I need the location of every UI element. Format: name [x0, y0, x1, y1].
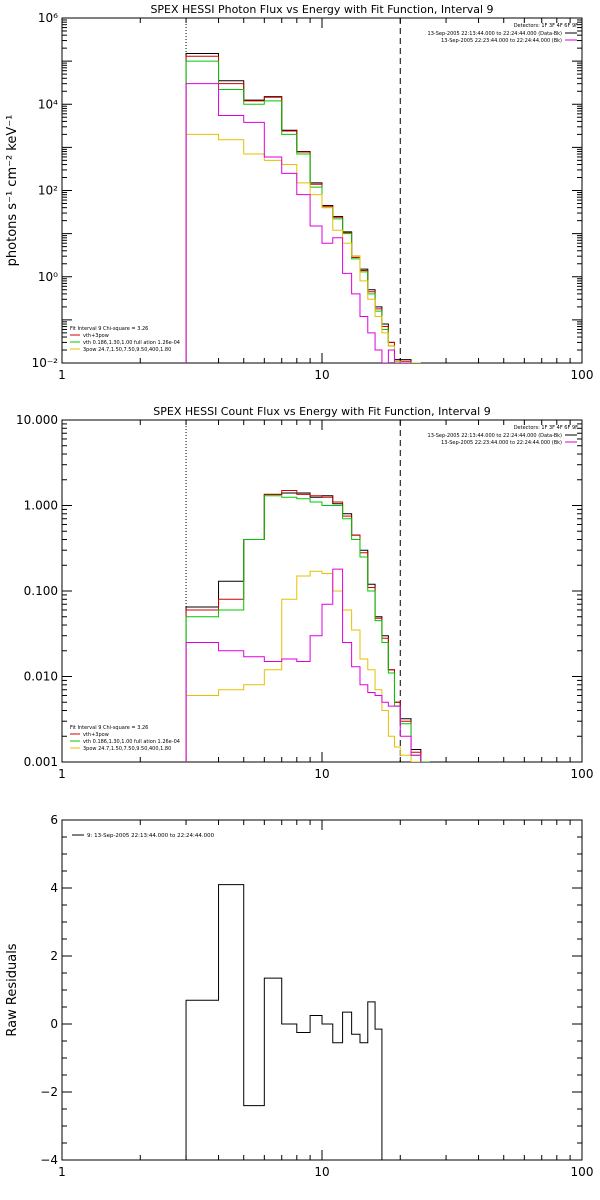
series-group	[185, 884, 383, 1160]
y-tick-label: 10.000	[16, 413, 58, 427]
y-tick-label: 0	[50, 1017, 58, 1031]
detectors-label: Detectors: 1F 3F 4F 6F 9F	[514, 23, 578, 29]
x-tick-label: 1	[58, 767, 66, 781]
time-legend-label: 13-Sep-2005 22:23:44.000 to 22:24:44.000…	[441, 38, 562, 44]
y-tick-label: −4	[40, 1153, 58, 1167]
x-tick-label: 10	[314, 1165, 329, 1179]
series-1-histogram	[185, 884, 383, 1160]
chart-title: SPEX HESSI Photon Flux vs Energy with Fi…	[150, 3, 493, 16]
fit-legend-label: vth 0.186,1.30,1.00 full ation 1.26e-04	[83, 739, 180, 745]
time-legend-label: 13-Sep-2005 22:23:44.000 to 22:24:44.000…	[441, 440, 562, 446]
x-tick-label: 1	[58, 1165, 66, 1179]
annotations: 9: 13-Sep-2005 22:13:44.000 to 22:24:44.…	[72, 833, 215, 839]
fit-legend-label: vth+3pow	[83, 333, 109, 339]
panel-3: 1 10 100 −4 −2 0 2 4 6 Raw Residuals 9: 13-Sep-200…	[5, 813, 593, 1179]
panel-1: SPEX HESSI Photon Flux vs Energy with Fi…	[5, 3, 593, 382]
time-legend-label: 13-Sep-2005 22:13:44.000 to 22:24:44.000…	[428, 433, 563, 439]
fit-legend-label: 3pow 24.7,1.50,7.50,9.50,400,1.80	[83, 746, 171, 752]
fit-chi-square-label: Fit Interval 9 Chi-square = 3.26	[70, 326, 148, 332]
x-tick-label: 100	[571, 1165, 594, 1179]
x-tick-label: 10	[314, 368, 329, 382]
y-tick-label: 6	[50, 813, 58, 827]
series-3-histogram	[185, 60, 421, 363]
series-5-histogram	[185, 83, 412, 363]
series-2-histogram	[185, 55, 421, 363]
y-axis: −4 −2 0 2 4 6	[40, 813, 582, 1167]
annotations: Detectors: 1F 3F 4F 6F 9F 13-Sep-2005 22:…	[70, 425, 578, 752]
series-1-histogram	[185, 492, 422, 762]
y-axis: 10⁻² 10⁰ 10² 10⁴ 10⁶	[32, 11, 582, 370]
series-4-histogram	[185, 133, 421, 363]
y-tick-label: 10⁰	[38, 270, 58, 284]
y-axis: 0.001 0.010 0.100 1.000 10.000	[16, 413, 582, 769]
x-tick-label: 100	[571, 368, 594, 382]
y-tick-label: 0.010	[24, 670, 58, 684]
y-tick-label: 10⁻²	[32, 356, 59, 370]
time-legend-label: 13-Sep-2005 22:13:44.000 to 22:24:44.000…	[428, 31, 563, 37]
plot-frame	[61, 819, 583, 1161]
series-3-histogram	[185, 495, 430, 762]
fit-legend-label: vth 0.186,1.30,1.00 full ation 1.26e-04	[83, 340, 180, 346]
fit-legend-label: 3pow 24.7,1.50,7.50,9.50,400,1.80	[83, 347, 171, 353]
y-axis-label: photons s⁻¹ cm⁻² keV⁻¹	[5, 115, 20, 267]
series-4-histogram	[185, 570, 421, 762]
x-tick-label: 10	[314, 767, 329, 781]
y-tick-label: 2	[50, 949, 58, 963]
y-axis-label: Raw Residuals	[5, 943, 20, 1036]
annotations: Detectors: 1F 3F 4F 6F 9F 13-Sep-2005 22:…	[70, 23, 578, 353]
y-tick-label: 1.000	[24, 499, 58, 513]
residual-legend-label: 9: 13-Sep-2005 22:13:44.000 to 22:24:44.…	[87, 833, 215, 839]
fit-legend-label: vth+3pow	[83, 732, 109, 738]
series-5-histogram	[185, 568, 422, 762]
panel-2: SPEX HESSI Count Flux vs Energy with Fit…	[16, 405, 593, 781]
y-tick-label: 0.001	[24, 755, 58, 769]
series-group	[185, 489, 430, 762]
series-group	[185, 53, 421, 363]
y-tick-label: 4	[50, 881, 58, 895]
fit-chi-square-label: Fit Interval 9 Chi-square = 3.26	[70, 725, 148, 731]
y-tick-label: 10²	[38, 184, 58, 198]
y-tick-label: 0.100	[24, 584, 58, 598]
chart-title: SPEX HESSI Count Flux vs Energy with Fit…	[153, 405, 490, 418]
y-tick-label: 10⁶	[38, 11, 58, 25]
x-tick-label: 100	[571, 767, 594, 781]
x-tick-label: 1	[58, 368, 66, 382]
series-2-histogram	[185, 489, 430, 762]
plot-frame	[61, 419, 583, 763]
x-axis: 1 10 100	[58, 820, 593, 1179]
y-tick-label: 10⁴	[38, 97, 58, 111]
detectors-label: Detectors: 1F 3F 4F 6F 9F	[514, 425, 578, 431]
y-tick-label: −2	[40, 1085, 58, 1099]
